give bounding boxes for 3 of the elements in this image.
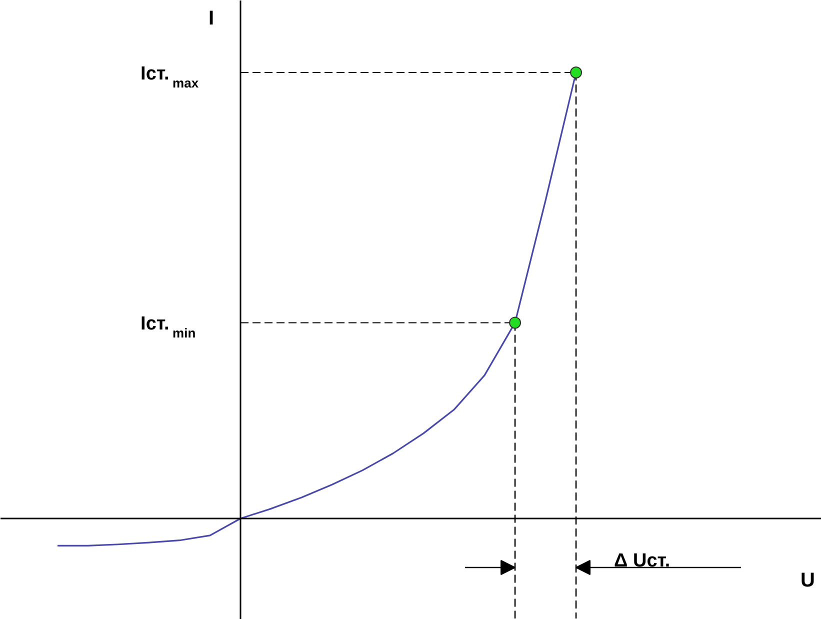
text: U xyxy=(800,570,815,592)
y-axis-title: I xyxy=(208,8,214,30)
text: Δ Uст. xyxy=(614,550,670,572)
